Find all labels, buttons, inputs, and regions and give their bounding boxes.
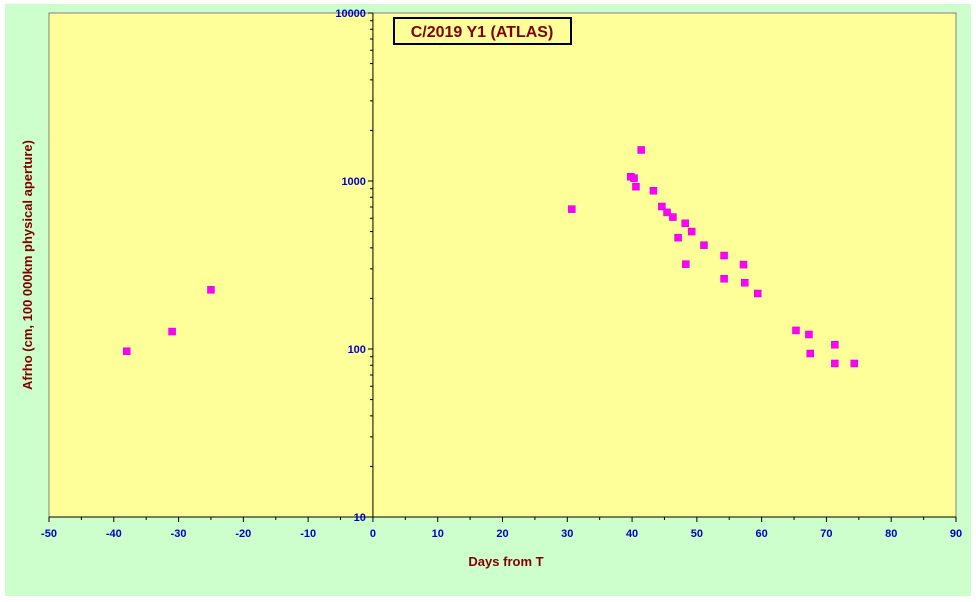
x-tick-label: -40: [106, 528, 122, 540]
data-point: [806, 349, 814, 358]
x-tick-label: 40: [626, 528, 638, 540]
data-point: [739, 260, 748, 269]
plot-area: [48, 12, 957, 518]
data-point: [682, 260, 690, 268]
y-tick-label: 1000: [341, 176, 365, 188]
data-point: [700, 241, 708, 249]
data-point: [658, 202, 666, 211]
data-point: [674, 233, 682, 242]
chart-title: C/2019 Y1 (ATLAS): [411, 24, 554, 41]
x-tick-label: 80: [885, 528, 897, 540]
data-point: [754, 289, 762, 298]
x-tick-label: 70: [820, 528, 832, 540]
y-tick-label: 10: [354, 512, 366, 524]
chart-area: -50 -40 -30 -20 -10 0 10 20 30 40 50 60 70 80 90 10 100 1…: [5, 4, 971, 596]
data-point: [630, 174, 638, 182]
data-point: [850, 359, 859, 368]
data-point: [792, 326, 800, 335]
x-tick-label: 90: [950, 528, 962, 540]
data-point: [669, 213, 677, 221]
data-point: [831, 340, 839, 349]
data-point: [831, 359, 839, 368]
data-point: [681, 219, 689, 228]
data-point: [568, 205, 576, 213]
data-point: [632, 182, 640, 191]
data-point: [168, 327, 176, 336]
data-point: [720, 251, 728, 260]
x-tick-label: 30: [561, 528, 573, 540]
x-tick-label: 20: [496, 528, 508, 540]
data-point: [663, 208, 671, 217]
x-tick-label: -50: [41, 528, 57, 540]
data-point: [741, 278, 749, 287]
scatter-chart: -50 -40 -30 -20 -10 0 10 20 30 40 50 60 70 80 90 10 100 1…: [20, 8, 962, 569]
y-axis-title: Afrho (cm, 100 000km physical aperture): [20, 140, 35, 390]
chart-title-box: C/2019 Y1 (ATLAS): [393, 17, 572, 45]
x-tick-label: -30: [171, 528, 187, 540]
data-point: [720, 274, 728, 283]
y-tick-label: 10000: [335, 8, 366, 20]
x-tick-label: -20: [235, 528, 251, 540]
x-tick-label: -10: [300, 528, 316, 540]
data-point: [687, 227, 696, 236]
data-point: [637, 146, 645, 154]
x-tick-label: 60: [756, 528, 768, 540]
y-tick-label: 100: [348, 344, 366, 356]
data-point: [805, 330, 813, 339]
x-tick-label: 10: [432, 528, 444, 540]
x-tick-label: 0: [370, 528, 376, 540]
data-point: [207, 286, 215, 294]
x-tick-label: 50: [691, 528, 703, 540]
data-point: [122, 347, 131, 355]
data-point: [649, 186, 658, 195]
x-axis-title: Days from T: [468, 554, 543, 569]
